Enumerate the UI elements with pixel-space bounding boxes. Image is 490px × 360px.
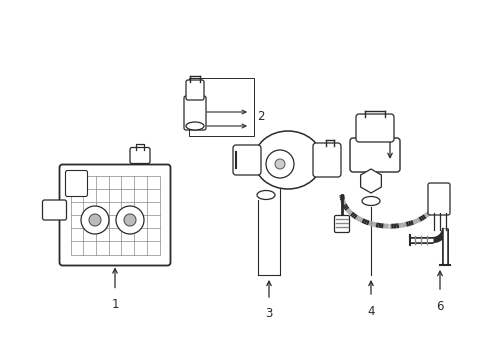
FancyBboxPatch shape: [59, 165, 171, 266]
FancyBboxPatch shape: [335, 216, 349, 233]
Circle shape: [81, 206, 109, 234]
FancyBboxPatch shape: [130, 148, 150, 163]
Circle shape: [266, 150, 294, 178]
FancyBboxPatch shape: [184, 96, 206, 130]
FancyBboxPatch shape: [233, 145, 261, 175]
Circle shape: [116, 206, 144, 234]
FancyBboxPatch shape: [350, 138, 400, 172]
Text: 3: 3: [265, 307, 273, 320]
Ellipse shape: [257, 190, 275, 199]
Text: 2: 2: [257, 109, 265, 122]
FancyBboxPatch shape: [428, 183, 450, 215]
FancyBboxPatch shape: [43, 200, 67, 220]
Text: 4: 4: [367, 305, 375, 318]
Ellipse shape: [186, 122, 204, 130]
Circle shape: [124, 214, 136, 226]
FancyBboxPatch shape: [66, 171, 88, 197]
FancyBboxPatch shape: [313, 143, 341, 177]
Ellipse shape: [254, 131, 322, 189]
Circle shape: [275, 159, 285, 169]
Circle shape: [89, 214, 101, 226]
FancyBboxPatch shape: [356, 114, 394, 142]
Ellipse shape: [362, 197, 380, 206]
Text: 1: 1: [111, 297, 119, 310]
Text: 5: 5: [386, 114, 393, 127]
Bar: [189, 78, 254, 136]
FancyBboxPatch shape: [186, 80, 204, 100]
Text: 6: 6: [436, 300, 444, 313]
